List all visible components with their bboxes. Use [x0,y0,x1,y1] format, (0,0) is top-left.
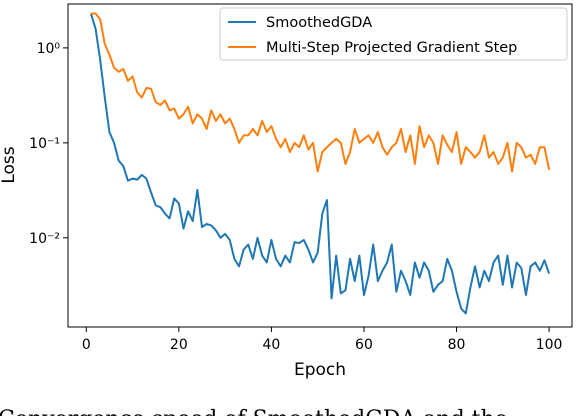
data-line [89,13,551,315]
legend-label: Multi-Step Projected Gradient Step [266,40,517,56]
x-tick-label: 60 [355,337,373,353]
x-axis-title: Epoch [294,360,346,380]
plot-frame [67,3,573,328]
x-tick-label: 0 [82,337,91,353]
x-tick-label: 80 [448,337,466,353]
x-tick-label: 40 [262,337,280,353]
y-axis-title: Loss [0,146,19,183]
y-tick-label: 10⁻¹ [29,136,60,152]
caption: Convergence speed of SmoothedGDA and the [0,407,508,416]
legend-label: SmoothedGDA [266,15,372,31]
x-tick-label: 20 [170,337,188,353]
data-line [90,12,551,173]
legend-box [219,7,568,61]
y-tick-label: 10⁻² [29,231,60,247]
y-tick-label: 10⁰ [37,41,61,57]
x-tick-label: 100 [536,337,563,353]
